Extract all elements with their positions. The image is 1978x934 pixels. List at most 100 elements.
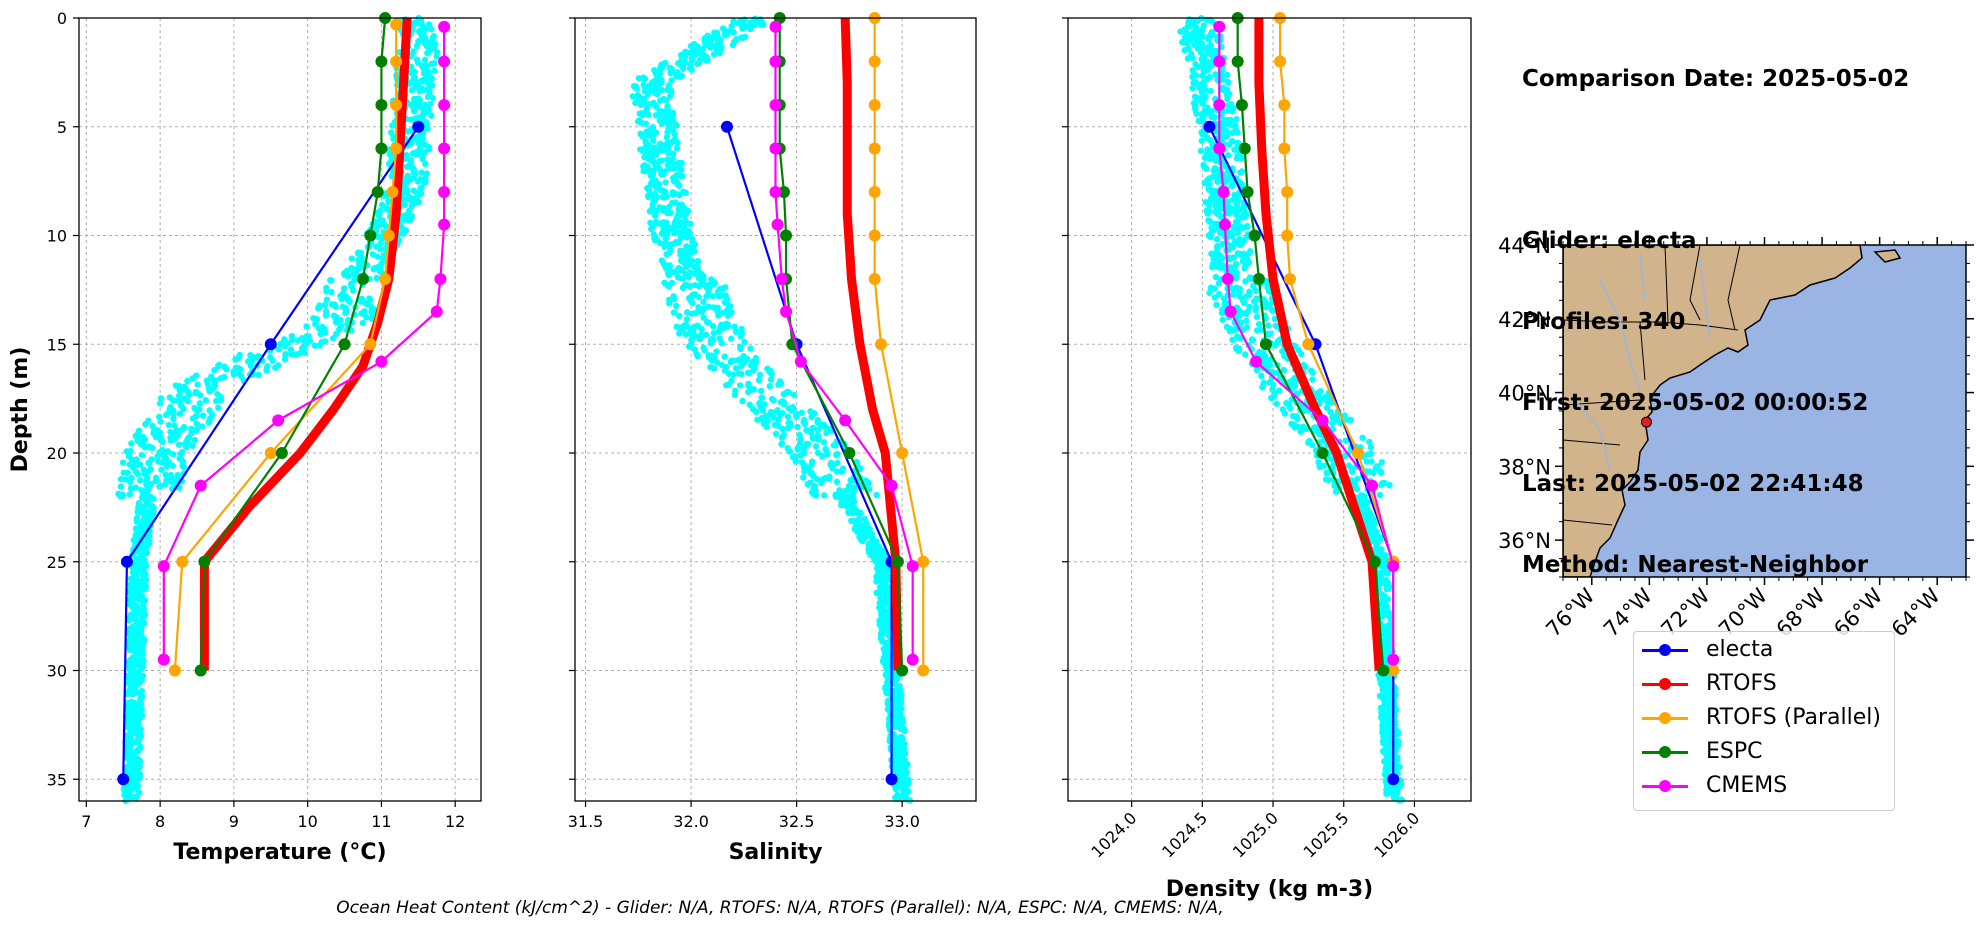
- series-point: [1387, 560, 1400, 573]
- series-point: [375, 355, 388, 368]
- glider-scatter-point: [660, 219, 667, 226]
- glider-scatter-point: [166, 405, 173, 412]
- glider-scatter-point: [876, 599, 883, 607]
- glider-scatter-point: [644, 154, 652, 162]
- legend-swatch-marker: [1659, 678, 1671, 690]
- glider-scatter-point: [722, 284, 729, 291]
- glider-scatter-point: [1391, 789, 1398, 797]
- glider-scatter-point: [1240, 250, 1248, 258]
- glider-scatter-point: [413, 114, 421, 122]
- glider-scatter-point: [854, 528, 861, 535]
- glider-scatter-point: [1231, 146, 1238, 153]
- glider-scatter-point: [1246, 249, 1253, 256]
- glider-scatter-point: [684, 207, 692, 214]
- glider-scatter-point: [316, 302, 323, 309]
- series-point: [843, 447, 856, 459]
- glider-scatter-point: [1226, 327, 1234, 335]
- series-point: [157, 653, 170, 666]
- glider-scatter-point: [1189, 84, 1196, 92]
- glider-scatter-point: [740, 17, 748, 25]
- glider-scatter-point: [1221, 300, 1229, 308]
- series-point: [1387, 773, 1400, 786]
- series-point: [157, 560, 170, 573]
- glider-scatter-point: [303, 323, 310, 330]
- glider-scatter-point: [632, 83, 639, 90]
- glider-scatter-point: [140, 517, 147, 525]
- glider-scatter-point: [677, 229, 684, 236]
- glider-scatter-point: [192, 390, 199, 397]
- glider-scatter-point: [731, 323, 738, 330]
- x-tick-label: 32.0: [673, 812, 709, 831]
- glider-scatter-point: [373, 274, 380, 282]
- glider-scatter-point: [1379, 479, 1386, 487]
- series-point: [438, 142, 451, 155]
- glider-scatter-point: [1320, 462, 1328, 469]
- glider-scatter-point: [847, 493, 854, 501]
- glider-scatter-point: [873, 573, 881, 580]
- glider-scatter-point: [1192, 60, 1199, 68]
- series-point: [868, 55, 881, 68]
- glider-scatter-point: [1377, 469, 1385, 476]
- glider-scatter-point: [688, 310, 696, 317]
- x-axis-label: Temperature (°C): [173, 840, 386, 865]
- glider-scatter-point: [789, 403, 797, 411]
- y-tick-label: 35: [47, 770, 67, 789]
- glider-scatter-point: [428, 112, 435, 119]
- series-point: [1250, 355, 1263, 368]
- glider-scatter-point: [128, 671, 135, 678]
- glider-scatter-point: [1376, 491, 1384, 499]
- glider-scatter-point: [695, 293, 702, 301]
- glider-scatter-point: [683, 316, 691, 323]
- glider-scatter-point: [737, 333, 744, 340]
- glider-scatter-point: [1276, 387, 1283, 394]
- glider-scatter-point: [730, 18, 737, 25]
- glider-scatter-point: [807, 470, 814, 477]
- glider-scatter-point: [248, 352, 256, 360]
- glider-scatter-point: [1255, 320, 1263, 328]
- glider-scatter-point: [896, 686, 904, 693]
- series-point: [1278, 99, 1291, 111]
- glider-scatter-point: [359, 319, 367, 327]
- glider-scatter-point: [652, 70, 660, 77]
- series-point: [891, 555, 904, 568]
- glider-scatter-point: [899, 736, 906, 743]
- glider-scatter-point: [702, 331, 710, 338]
- series-point: [906, 653, 919, 666]
- glider-scatter-point: [641, 88, 649, 95]
- series-line-rtofs: [840, 17, 903, 671]
- glider-scatter-point: [1250, 282, 1257, 290]
- glider-scatter-point: [807, 479, 814, 486]
- glider-scatter-point: [416, 175, 424, 183]
- series-point: [868, 99, 881, 111]
- glider-scatter-point: [272, 364, 279, 371]
- x-axis-label: Salinity: [729, 840, 823, 865]
- series-point: [390, 142, 403, 155]
- x-tick-label: 11: [371, 812, 391, 831]
- glider-scatter-point: [1242, 317, 1250, 325]
- glider-scatter-point: [850, 504, 858, 511]
- series-point: [364, 229, 377, 242]
- glider-scatter-point: [662, 179, 669, 186]
- glider-scatter-point: [666, 92, 674, 100]
- glider-scatter-point: [739, 397, 746, 405]
- glider-scatter-point: [362, 300, 370, 307]
- series-point: [1377, 664, 1390, 677]
- series-point: [1351, 447, 1364, 459]
- glider-scatter-point: [1383, 602, 1390, 610]
- glider-scatter-point: [877, 594, 884, 601]
- glider-scatter-point: [773, 421, 781, 429]
- glider-scatter-point: [1236, 285, 1244, 293]
- axes-frame: [78, 17, 482, 802]
- glider-scatter-point: [638, 132, 646, 139]
- series-point: [720, 120, 733, 133]
- glider-scatter-point: [1211, 285, 1218, 292]
- glider-scatter-point: [850, 517, 857, 524]
- glider-scatter-point: [287, 346, 295, 353]
- glider-scatter-point: [381, 221, 388, 229]
- glider-scatter-point: [689, 328, 697, 335]
- x-tick-label: 7: [81, 812, 91, 831]
- glider-scatter-point: [408, 69, 415, 77]
- glider-scatter-point: [659, 228, 667, 235]
- glider-scatter-point: [136, 690, 144, 697]
- glider-scatter-point: [301, 349, 308, 356]
